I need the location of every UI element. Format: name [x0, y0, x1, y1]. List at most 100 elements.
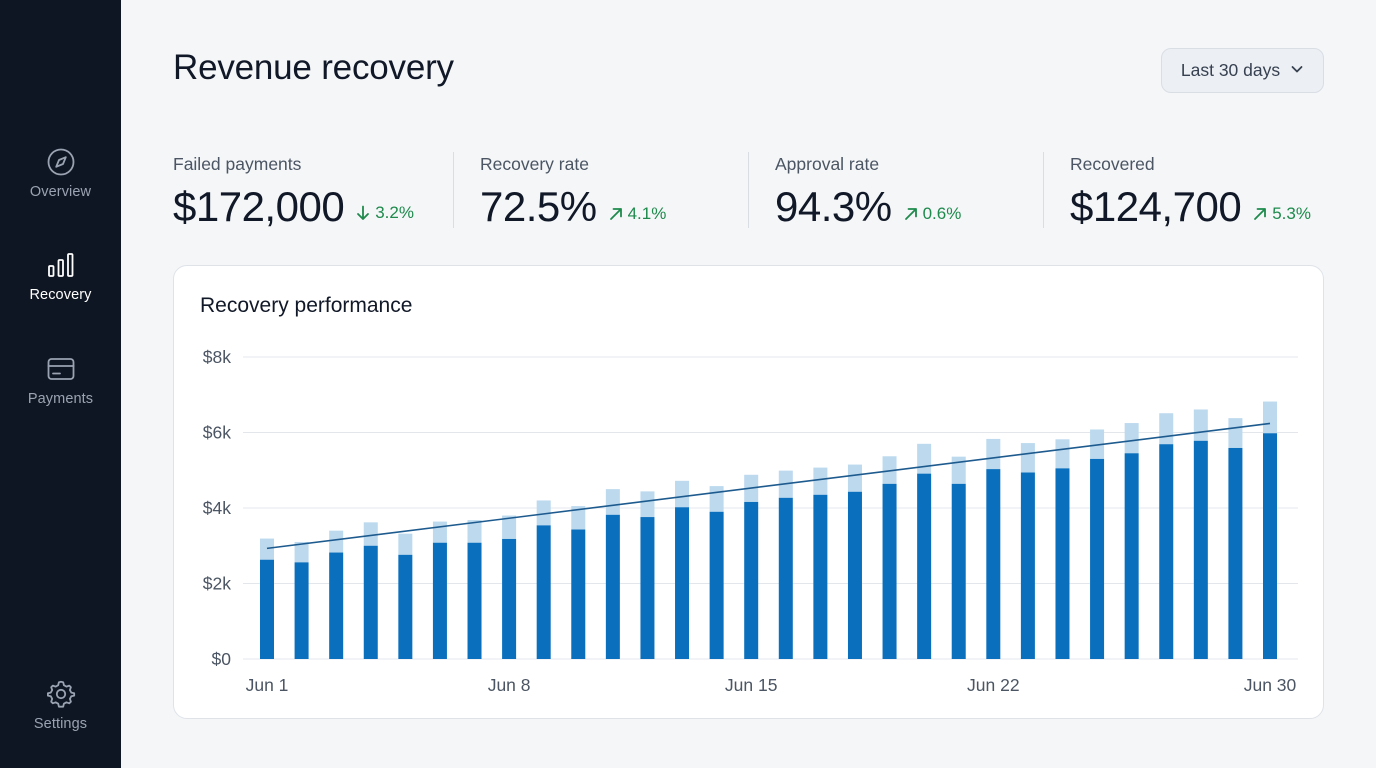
bar-segment-base [329, 552, 344, 659]
bar-segment-base [536, 525, 551, 659]
kpi-delta-value: 3.2% [375, 203, 414, 222]
bar-segment-top [536, 500, 551, 526]
kpi-label: Recovered [1070, 154, 1155, 174]
bar-segment-top [467, 520, 482, 543]
x-tick-label: Jun 22 [967, 675, 1020, 695]
bar-segment-top [813, 467, 828, 495]
bar-segment-top [432, 521, 447, 543]
bar-segment-top [260, 538, 274, 560]
arrow-up-right-icon [904, 208, 917, 220]
bar-segment-top [294, 541, 309, 563]
recovery-chart: $0 $2k $4k $6k $8k Jun 1 Jun 8 Jun 15 Jun 22 Jun … [203, 347, 1298, 695]
kpi-delta: 5.3% [1253, 204, 1311, 224]
bar-segment-base [502, 538, 517, 659]
x-tick-label: Jun 30 [1244, 675, 1297, 695]
bar-segment-base [1228, 447, 1243, 659]
sidebar-item-label: Overview [29, 184, 92, 200]
y-tick-label: $4k [203, 498, 231, 518]
chart-title: Recovery performance [200, 294, 413, 317]
arrow-up-right-icon [609, 208, 622, 220]
credit-card-icon [45, 353, 77, 385]
bar-segment-top [502, 515, 517, 539]
y-tick-label: $6k [203, 423, 231, 443]
bar-segment-base [778, 497, 793, 659]
bar-segment-top [363, 522, 378, 546]
sidebar-item-label: Settings [33, 716, 88, 732]
bar-segment-top [1124, 423, 1139, 454]
kpi-delta-value: 0.6% [922, 204, 962, 223]
bar-segment-base [260, 559, 274, 659]
bar-segment-base [917, 473, 932, 659]
bar-segment-base [1193, 440, 1208, 659]
kpi-divider [1043, 152, 1044, 228]
bar-segment-base [1263, 433, 1277, 659]
kpi-value: $172,000 [173, 183, 345, 230]
sidebar-item-overview[interactable]: Overview [0, 146, 121, 200]
chevron-down-icon [1290, 60, 1304, 81]
bar-segment-base [1055, 468, 1070, 659]
bar-segment-top [329, 530, 344, 553]
y-tick-label: $0 [212, 649, 232, 669]
bar-segment-top [951, 456, 966, 484]
sidebar-item-settings[interactable]: Settings [0, 678, 121, 732]
kpi-approval-rate: Approval rate 94.3% 0.6% [775, 152, 962, 230]
bar-segment-top [847, 464, 862, 492]
bar-segment-base [294, 562, 309, 659]
bar-segment-base [1159, 444, 1174, 659]
kpi-delta: 4.1% [609, 204, 666, 224]
bar-segment-top [675, 480, 690, 508]
date-range-dropdown[interactable]: Last 30 days [1161, 48, 1324, 93]
kpi-label: Recovery rate [480, 154, 589, 174]
bar-segment-top [709, 486, 724, 512]
bar-segment-base [986, 469, 1001, 659]
kpi-delta-value: 5.3% [1272, 204, 1311, 223]
bar-segment-base [744, 501, 759, 659]
y-tick-label: $8k [203, 347, 231, 367]
bar-segment-base [1020, 472, 1035, 659]
bar-segment-top [917, 443, 932, 474]
arrow-up-right-icon [1254, 208, 1267, 220]
kpi-label: Failed payments [173, 154, 302, 174]
kpi-recovery-rate: Recovery rate 72.5% 4.1% [480, 152, 666, 230]
kpi-divider [453, 152, 454, 228]
bar-segment-top [640, 491, 655, 518]
bar-segment-base [432, 542, 447, 659]
bar-segment-top [986, 438, 1001, 470]
bar-segment-base [1090, 458, 1105, 659]
sidebar-item-recovery[interactable]: Recovery [0, 249, 121, 303]
bar-segment-top [571, 506, 586, 530]
bar-segment-base [640, 517, 655, 659]
bar-segment-top [1055, 439, 1070, 469]
kpi-label: Approval rate [775, 154, 880, 174]
gear-icon [45, 678, 77, 710]
sidebar: Overview Recovery Payments Settings [0, 0, 121, 768]
kpi-recovered: Recovered $124,700 5.3% [1070, 152, 1311, 230]
y-tick-label: $2k [203, 574, 231, 594]
bar-segment-base [813, 494, 828, 659]
kpi-value: 72.5% [480, 183, 597, 230]
bar-segment-top [1193, 409, 1208, 441]
x-tick-label: Jun 15 [725, 675, 778, 695]
bar-segment-base [571, 529, 586, 659]
bar-segment-base [675, 507, 690, 659]
arrow-down-icon [357, 205, 370, 220]
x-tick-label: Jun 8 [488, 675, 531, 695]
bar-segment-top [398, 533, 413, 555]
bar-segment-base [951, 483, 966, 659]
sidebar-item-label: Recovery [29, 287, 92, 303]
recovery-performance-card: Recovery performance $0 $2k $4k $6k $8k Jun 1… [173, 265, 1324, 719]
bar-segment-base [467, 542, 482, 659]
kpi-value: $124,700 [1070, 183, 1242, 230]
bar-segment-base [398, 554, 413, 659]
bar-segment-top [605, 489, 620, 515]
kpi-failed-payments: Failed payments $172,000 3.2% [173, 152, 414, 230]
trend-line [266, 422, 1271, 550]
kpi-delta: 0.6% [904, 204, 962, 224]
kpi-value: 94.3% [775, 183, 892, 230]
bar-segment-top [1263, 401, 1277, 434]
compass-icon [45, 146, 77, 178]
sidebar-item-payments[interactable]: Payments [0, 353, 121, 407]
bar-segment-base [605, 514, 620, 659]
bar-segment-base [363, 545, 378, 659]
sidebar-item-label: Payments [27, 391, 94, 407]
